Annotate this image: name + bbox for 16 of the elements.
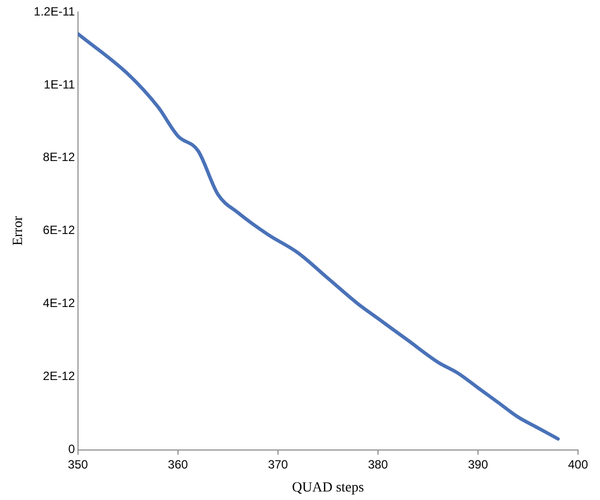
x-tick-label: 350	[68, 457, 88, 472]
y-tick-label: 1E-11	[44, 77, 76, 92]
x-tick-label: 390	[468, 457, 488, 472]
y-axis-title: Error	[11, 216, 26, 246]
x-tick-label: 400	[568, 457, 588, 472]
y-tick-label: 6E-12	[42, 223, 76, 238]
x-tick-label: 370	[268, 457, 288, 472]
line-series	[78, 32, 560, 441]
x-axis-title: QUAD steps	[292, 480, 364, 496]
y-tick-label: 4E-12	[42, 296, 76, 310]
y-tick-label: 1.2E-11	[34, 4, 76, 18]
y-tick-label: 8E-12	[42, 150, 76, 164]
y-tick-label: 2E-12	[42, 369, 76, 384]
x-tick-label: 380	[368, 457, 388, 472]
x-tick-label: 360	[168, 457, 188, 472]
y-tick-label: 0	[68, 442, 76, 456]
